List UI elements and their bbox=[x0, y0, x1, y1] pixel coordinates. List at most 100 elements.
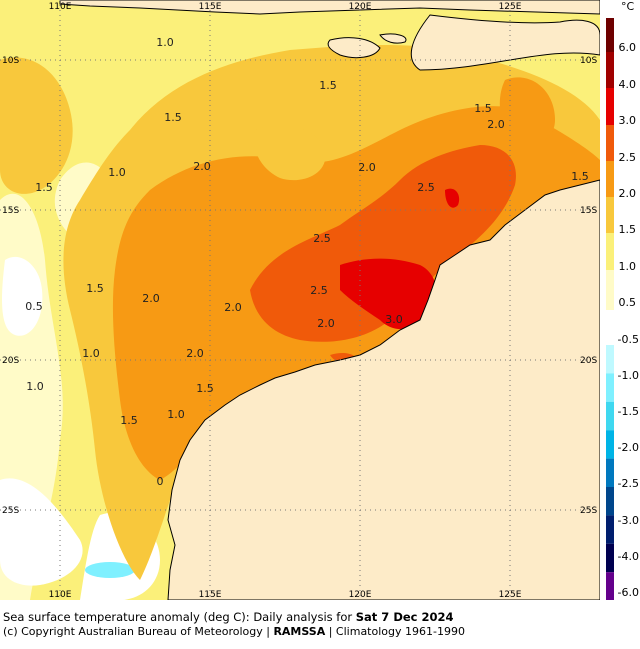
copyright-text: (c) Copyright Australian Bureau of Meteo… bbox=[3, 625, 274, 638]
legend-swatch bbox=[606, 18, 614, 52]
anomaly-zone-1-5-2-0-inner bbox=[253, 125, 326, 181]
contour-label: 1.5 bbox=[571, 170, 589, 183]
legend-swatch bbox=[606, 161, 614, 197]
legend-label: -1.5 bbox=[618, 405, 639, 418]
lat-label: 20S bbox=[2, 356, 19, 366]
latitude-labels: 10S 15S 20S 25S 10S 15S 20S 25S bbox=[2, 56, 597, 516]
contour-label: 2.0 bbox=[487, 118, 505, 131]
lat-label: 25S bbox=[2, 506, 19, 516]
color-legend: °C 6.0 4.0 3.0 2.5 2.0 1.5 1.0 0.5 -0.5 … bbox=[600, 0, 640, 601]
legend-label: 3.0 bbox=[619, 114, 637, 127]
legend-unit: °C bbox=[621, 0, 635, 13]
anomaly-zone-1-5-2-0 bbox=[0, 57, 73, 194]
contour-label: 1.0 bbox=[167, 408, 185, 421]
contour-label: 1.5 bbox=[196, 382, 214, 395]
contour-label: 1.5 bbox=[86, 282, 104, 295]
legend-label: 0.5 bbox=[619, 296, 637, 309]
legend-swatch bbox=[606, 401, 614, 431]
legend-labels: 6.0 4.0 3.0 2.5 2.0 1.5 1.0 0.5 -0.5 -1.… bbox=[618, 41, 639, 599]
legend-cool-swatches bbox=[606, 345, 614, 601]
lat-label: 25S bbox=[580, 506, 597, 516]
legend-label: 2.5 bbox=[619, 151, 637, 164]
contour-label: 1.5 bbox=[474, 102, 492, 115]
contour-labels: 1.0 1.5 1.5 1.5 2.0 1.0 1.5 2.0 2.5 1.5 … bbox=[25, 36, 589, 488]
legend-label: -1.0 bbox=[618, 369, 639, 382]
caption-prefix: Sea surface temperature anomaly (deg C):… bbox=[3, 610, 356, 624]
legend-label: 6.0 bbox=[619, 41, 637, 54]
contour-label: 1.0 bbox=[82, 347, 100, 360]
contour-label: 1.5 bbox=[35, 181, 53, 194]
legend-swatch bbox=[606, 515, 614, 544]
contour-label: 1.5 bbox=[120, 414, 138, 427]
lon-label: 115E bbox=[199, 2, 222, 12]
anomaly-zone-3-0-4-0 bbox=[340, 258, 437, 330]
legend-label: -6.0 bbox=[618, 586, 639, 599]
indonesia-islands bbox=[59, 0, 600, 71]
lon-label: 125E bbox=[499, 590, 522, 600]
legend-label: 1.0 bbox=[619, 260, 637, 273]
legend-swatch bbox=[606, 543, 614, 573]
legend-swatch bbox=[606, 458, 614, 487]
legend-swatch bbox=[606, 430, 614, 459]
anomaly-zone-2-0-2-5-inner bbox=[163, 241, 200, 311]
contour-label: 0.5 bbox=[25, 300, 43, 313]
lat-label: 15S bbox=[580, 206, 597, 216]
lat-label: 10S bbox=[2, 56, 19, 66]
map-canvas: 110E 115E 120E 125E 110E 115E 120E 125E … bbox=[0, 0, 600, 600]
longitude-labels: 110E 115E 120E 125E 110E 115E 120E 125E bbox=[49, 2, 522, 600]
contour-label: 1.5 bbox=[319, 79, 337, 92]
legend-swatch bbox=[606, 487, 614, 516]
contour-label: 1.0 bbox=[108, 166, 126, 179]
legend-swatch bbox=[606, 572, 614, 601]
legend-label: -2.0 bbox=[618, 441, 639, 454]
cool-anomaly-patch bbox=[85, 562, 135, 578]
legend-label: -0.5 bbox=[618, 333, 639, 346]
legend-label: 2.0 bbox=[619, 187, 637, 200]
contour-label: 2.0 bbox=[317, 317, 335, 330]
contour-label: 1.0 bbox=[156, 36, 174, 49]
lon-label: 120E bbox=[349, 590, 372, 600]
legend-label: 4.0 bbox=[619, 78, 637, 91]
contour-label: 2.5 bbox=[417, 181, 435, 194]
legend-label: -3.0 bbox=[618, 514, 639, 527]
sst-anomaly-map: 110E 115E 120E 125E 110E 115E 120E 125E … bbox=[0, 0, 600, 600]
contour-label: 2.0 bbox=[224, 301, 242, 314]
legend-svg: °C 6.0 4.0 3.0 2.5 2.0 1.5 1.0 0.5 -0.5 … bbox=[606, 0, 639, 601]
anomaly-zone-3-0-4-0 bbox=[445, 188, 460, 208]
legend-swatch bbox=[606, 270, 614, 310]
graticule bbox=[0, 0, 600, 600]
caption-date: Sat 7 Dec 2024 bbox=[355, 610, 454, 624]
contour-label: 0 bbox=[157, 475, 164, 488]
legend-label: -2.5 bbox=[618, 477, 639, 490]
lat-label: 10S bbox=[580, 56, 597, 66]
contour-label: 2.0 bbox=[142, 292, 160, 305]
caption-line-2: (c) Copyright Australian Bureau of Meteo… bbox=[3, 625, 465, 638]
climatology-text: | Climatology 1961-1990 bbox=[325, 625, 465, 638]
legend-label: -4.0 bbox=[618, 550, 639, 563]
legend-swatch bbox=[606, 373, 614, 402]
legend-label: 1.5 bbox=[619, 223, 637, 236]
legend-swatch bbox=[606, 345, 614, 374]
legend-swatch bbox=[606, 197, 614, 233]
contour-label: 3.0 bbox=[385, 313, 403, 326]
contour-label: 1.0 bbox=[26, 380, 44, 393]
legend-swatch bbox=[606, 125, 614, 161]
lon-label: 110E bbox=[49, 2, 72, 12]
contour-label: 2.0 bbox=[358, 161, 376, 174]
caption-line-1: Sea surface temperature anomaly (deg C):… bbox=[3, 610, 454, 624]
legend-swatch bbox=[606, 233, 614, 270]
ramssa-label: RAMSSA bbox=[273, 625, 326, 638]
contour-label: 2.0 bbox=[193, 160, 211, 173]
contour-label: 2.5 bbox=[313, 232, 331, 245]
legend-warm-swatches bbox=[606, 18, 614, 310]
contour-label: 2.5 bbox=[310, 284, 328, 297]
lat-label: 20S bbox=[580, 356, 597, 366]
legend-swatch bbox=[606, 52, 614, 88]
lon-label: 125E bbox=[499, 2, 522, 12]
lon-label: 115E bbox=[199, 590, 222, 600]
lon-label: 120E bbox=[349, 2, 372, 12]
lon-label: 110E bbox=[49, 590, 72, 600]
contour-label: 2.0 bbox=[186, 347, 204, 360]
contour-label: 1.5 bbox=[164, 111, 182, 124]
legend-swatch bbox=[606, 88, 614, 125]
